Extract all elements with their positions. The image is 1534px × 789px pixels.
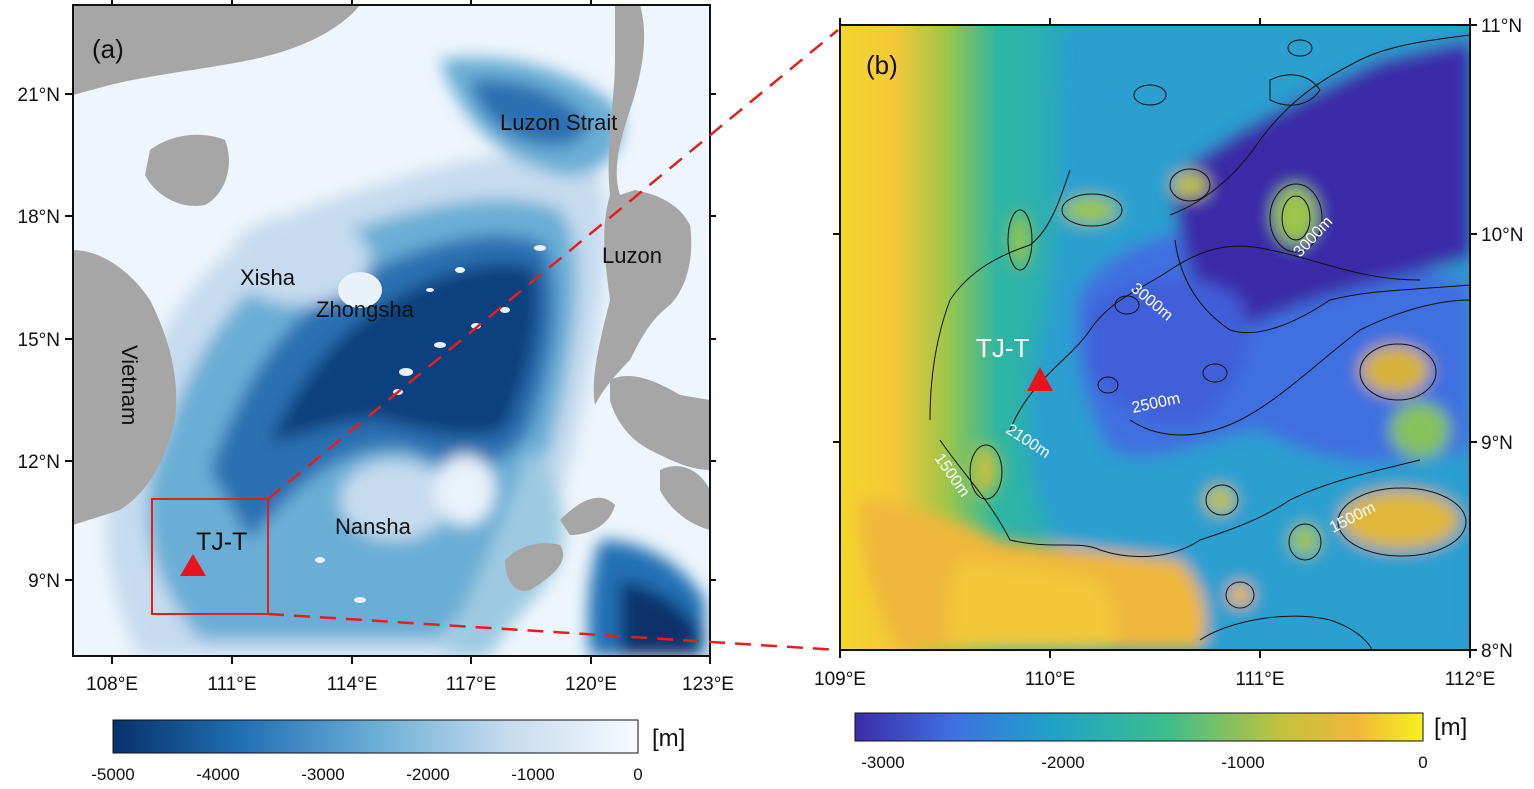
colorbar-tick: -2000 — [406, 765, 449, 784]
colorbar-b-ramp — [854, 712, 1424, 742]
lon-label: 114°E — [327, 674, 378, 695]
label-nansha: Nansha — [335, 514, 412, 539]
lat-tick-labels-b: 11°N 10°N 9°N 8°N — [1481, 16, 1523, 662]
lat-label: 21°N — [18, 85, 60, 106]
colorbar-b-unit: [m] — [1434, 714, 1467, 741]
station-marker-a — [180, 554, 206, 576]
lon-label: 117°E — [446, 674, 497, 695]
lat-label: 18°N — [18, 207, 60, 228]
lat-label: 9°N — [1481, 433, 1513, 454]
bathymetry-map-study-area: (b) TJ-T 3000m 3000m 2500m 2100m 1500m 1… — [814, 16, 1523, 772]
study-area-box — [151, 498, 269, 615]
contour-lines — [929, 34, 1470, 650]
label-xisha: Xisha — [240, 265, 296, 290]
panel-a-label: (a) — [92, 34, 124, 64]
lon-tick-labels-b: 109°E 110°E 111°E 112°E — [814, 669, 1495, 690]
lat-label: 12°N — [18, 452, 60, 473]
lat-label: 9°N — [28, 571, 60, 592]
colorbar-tick: -3000 — [861, 753, 904, 772]
lat-label: 10°N — [1481, 225, 1523, 246]
deep-basin-shading — [106, 57, 705, 656]
lon-label: 112°E — [1445, 669, 1496, 690]
colorbar-a-ramp — [112, 719, 639, 754]
lon-tick-labels-a: 108°E 111°E 114°E 117°E 120°E 123°E — [86, 674, 734, 695]
label-zhongsha: Zhongsha — [316, 297, 415, 322]
lat-label: 8°N — [1481, 641, 1513, 662]
colorbar-tick: 0 — [633, 765, 642, 784]
lat-label: 15°N — [18, 330, 60, 351]
zoom-connector-lines — [267, 29, 839, 652]
lon-label: 110°E — [1025, 669, 1076, 690]
colorbar-tick: -5000 — [91, 765, 134, 784]
label-vietnam: Vietnam — [117, 345, 142, 425]
label-luzon: Luzon — [602, 243, 662, 268]
lon-label: 120°E — [565, 674, 617, 695]
colorbar-tick: -4000 — [196, 765, 239, 784]
lon-label: 111°E — [1235, 669, 1284, 690]
lat-label: 11°N — [1481, 16, 1522, 37]
map-frame-ticks — [833, 18, 1477, 658]
colorbar-tick: -1000 — [1221, 753, 1264, 772]
colorbar-b: -3000 -2000 -1000 0 [m] — [854, 712, 1467, 772]
map-frame — [839, 24, 1471, 651]
label-station-b: TJ-T — [976, 333, 1030, 363]
map-frame-ticks — [65, 0, 716, 664]
bathymetry-map-south-china-sea: (a) Luzon Strait Luzon Xisha Zhongsha Na… — [18, 0, 734, 784]
lon-label: 108°E — [86, 674, 138, 695]
colorbar-tick: -3000 — [301, 765, 344, 784]
land — [73, 5, 710, 591]
colorbar-tick: -2000 — [1041, 753, 1084, 772]
colorbar-a: -5000 -4000 -3000 -2000 -1000 0 [m] — [91, 719, 685, 784]
lat-tick-labels-a: 21°N 18°N 15°N 12°N 9°N — [18, 85, 60, 592]
lon-label: 109°E — [814, 669, 866, 690]
station-marker-b — [1027, 367, 1053, 391]
colorbar-a-unit: [m] — [652, 725, 685, 752]
colorbar-tick: 0 — [1418, 753, 1427, 772]
colorbar-tick: -1000 — [511, 765, 554, 784]
map-frame — [72, 4, 711, 657]
label-station-a: TJ-T — [196, 528, 247, 556]
depth-shading — [860, 25, 1470, 650]
lon-label: 123°E — [682, 674, 734, 695]
lon-label: 111°E — [207, 674, 256, 695]
panel-b-label: (b) — [866, 50, 898, 80]
label-luzon-strait: Luzon Strait — [500, 110, 617, 135]
